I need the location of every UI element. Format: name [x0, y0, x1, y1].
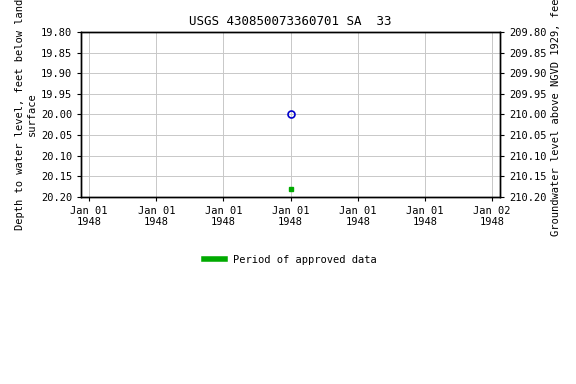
Y-axis label: Depth to water level, feet below land
surface: Depth to water level, feet below land su… [15, 0, 37, 230]
Title: USGS 430850073360701 SA  33: USGS 430850073360701 SA 33 [190, 15, 392, 28]
Y-axis label: Groundwater level above NGVD 1929, feet: Groundwater level above NGVD 1929, feet [551, 0, 561, 236]
Legend: Period of approved data: Period of approved data [200, 251, 381, 269]
